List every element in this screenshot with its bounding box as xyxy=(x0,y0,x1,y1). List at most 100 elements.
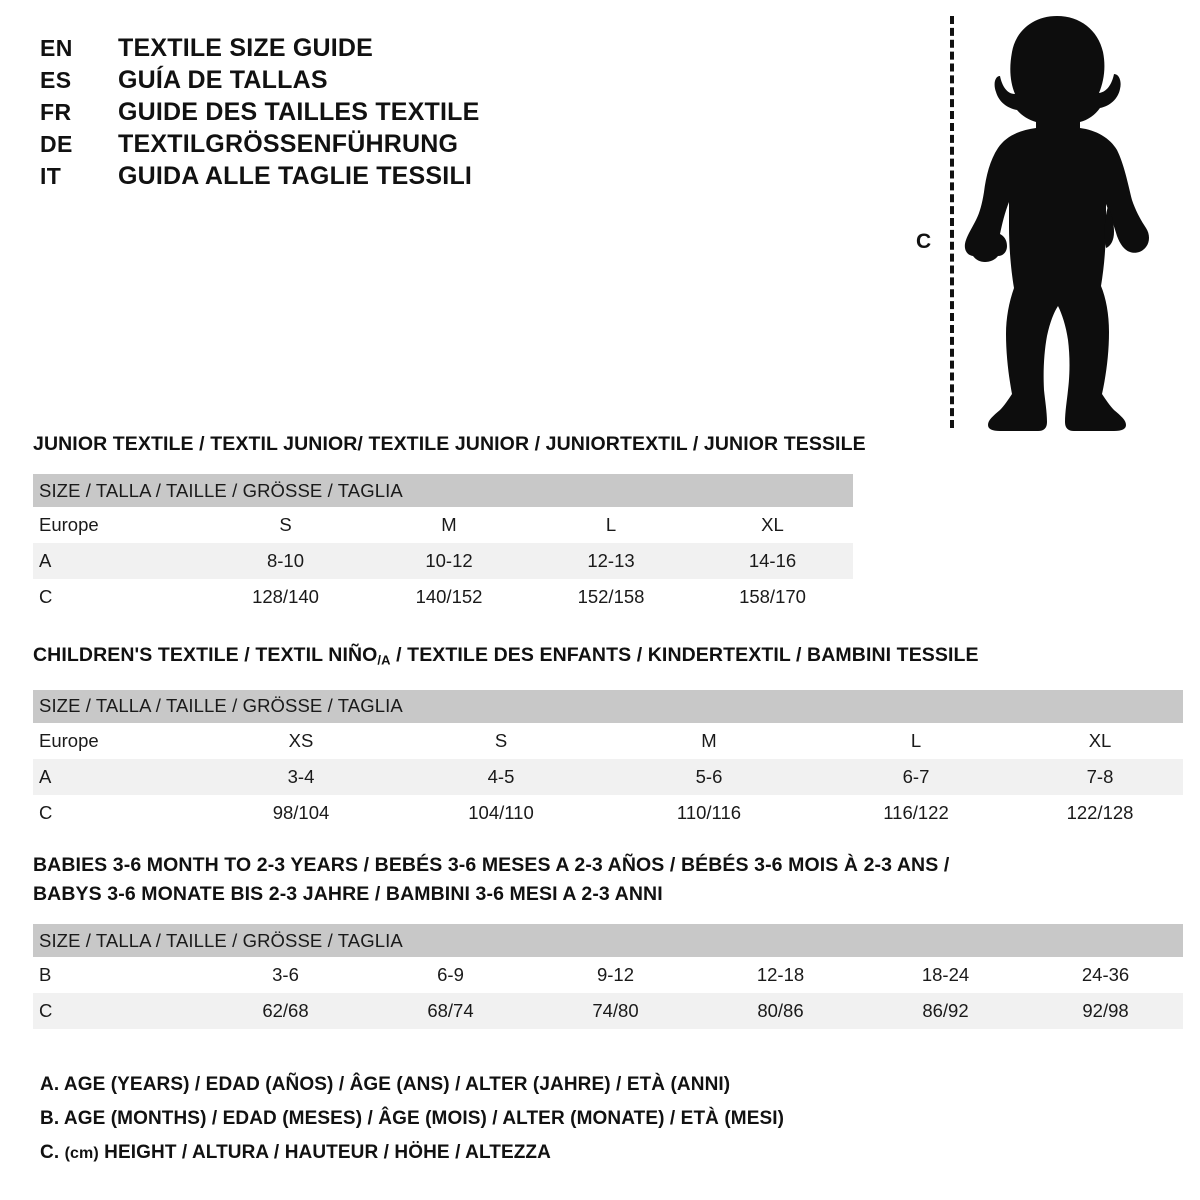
children-row-a-value-xl: 7-8 xyxy=(1017,758,1184,795)
section-title-babies-line1: BABIES 3-6 MONTH TO 2-3 YEARS / BEBÉS 3-… xyxy=(33,854,950,876)
children-row-c-label: C xyxy=(39,801,53,823)
babies-row-c-value-4: 80/86 xyxy=(698,993,863,1029)
children-column-l: L xyxy=(910,729,922,751)
children-size-table: SIZE / TALLA / TAILLE / GRÖSSE / TAGLIA … xyxy=(33,689,1184,831)
children-band-row: SIZE / TALLA / TAILLE / GRÖSSE / TAGLIA xyxy=(33,689,1184,723)
babies-band-label: SIZE / TALLA / TAILLE / GRÖSSE / TAGLIA xyxy=(33,924,1184,957)
language-code-en: EN xyxy=(40,35,73,61)
children-column-m: M xyxy=(701,729,717,751)
children-row-a-value-l: 6-7 xyxy=(815,758,1017,795)
children-column-s: S xyxy=(494,729,508,751)
junior-row-a-value-m: 10-12 xyxy=(368,543,530,579)
language-code-it: IT xyxy=(40,163,62,189)
toddler-silhouette-icon xyxy=(964,16,1149,431)
junior-row-a-value-l: 12-13 xyxy=(530,543,692,579)
junior-band-row: SIZE / TALLA / TAILLE / GRÖSSE / TAGLIA xyxy=(33,474,853,507)
language-row-es: ES GUÍA DE TALLAS xyxy=(40,66,600,98)
section-childrens-textile: CHILDREN'S TEXTILE / TEXTIL NIÑO/A / TEX… xyxy=(33,641,1184,831)
junior-row-a-value-xl: 14-16 xyxy=(692,543,853,579)
junior-row-c-value-m: 140/152 xyxy=(415,586,483,607)
legend-line-a: A. AGE (YEARS) / EDAD (AÑOS) / ÂGE (ANS)… xyxy=(40,1074,731,1095)
legend-line-b: B. AGE (MONTHS) / EDAD (MESES) / ÂGE (MO… xyxy=(40,1108,785,1129)
language-row-de: DE TEXTILGRÖSSENFÜHRUNG xyxy=(40,130,600,162)
section-title-babies-line2: BABYS 3-6 MONATE BIS 2-3 JAHRE / BAMBINI… xyxy=(33,883,663,905)
language-row-fr: FR GUIDE DES TAILLES TEXTILE xyxy=(40,98,600,130)
legend-line-c-post: HEIGHT / ALTURA / HAUTEUR / HÖHE / ALTEZ… xyxy=(98,1142,551,1163)
legend-line-c-pre: C. xyxy=(40,1142,65,1163)
children-row-c-value-xl: 122/128 xyxy=(1066,801,1134,823)
children-row-c: C 98/104 104/110 110/116 116/122 122/128 xyxy=(33,795,1183,831)
junior-row-c: C 128/140 140/152 152/158 158/170 xyxy=(33,579,853,615)
section-junior-textile: JUNIOR TEXTILE / TEXTIL JUNIOR/ TEXTILE … xyxy=(33,430,866,615)
guide-title-es: GUÍA DE TALLAS xyxy=(118,66,328,94)
babies-row-b-value-4: 12-18 xyxy=(756,964,805,985)
children-row-c-value-xs: 98/104 xyxy=(272,801,330,823)
junior-row-a-label: A xyxy=(33,543,203,579)
junior-size-table: SIZE / TALLA / TAILLE / GRÖSSE / TAGLIA … xyxy=(33,474,853,615)
children-band-label: SIZE / TALLA / TAILLE / GRÖSSE / TAGLIA xyxy=(33,689,1184,723)
section-title-junior: JUNIOR TEXTILE / TEXTIL JUNIOR/ TEXTILE … xyxy=(33,433,866,455)
babies-row-c: C 62/68 68/74 74/80 80/86 86/92 92/98 xyxy=(33,993,1184,1029)
measurement-legend: A. AGE (YEARS) / EDAD (AÑOS) / ÂGE (ANS)… xyxy=(40,1068,784,1171)
legend-line-c: C. (cm) HEIGHT / ALTURA / HAUTEUR / HÖHE… xyxy=(40,1136,784,1171)
language-code-es: ES xyxy=(40,67,72,93)
babies-row-c-label: C xyxy=(33,993,203,1029)
junior-column-s: S xyxy=(279,514,292,535)
guide-title-it: GUIDA ALLE TAGLIE TESSILI xyxy=(118,162,473,190)
children-row-c-value-l: 116/122 xyxy=(883,801,949,823)
babies-row-b-value-3: 9-12 xyxy=(596,964,635,985)
babies-row-c-value-1: 62/68 xyxy=(203,993,368,1029)
children-row-a: A 3-4 4-5 5-6 6-7 7-8 xyxy=(33,758,1184,795)
babies-row-c-value-3: 74/80 xyxy=(533,993,698,1029)
children-column-xs: XS xyxy=(288,729,314,751)
babies-size-table: SIZE / TALLA / TAILLE / GRÖSSE / TAGLIA … xyxy=(33,924,1184,1029)
junior-row-c-value-l: 152/158 xyxy=(577,586,645,607)
section-title-children-post: / TEXTILE DES ENFANTS / KINDERTEXTIL / B… xyxy=(390,644,979,666)
children-column-xl: XL xyxy=(1088,729,1112,751)
children-row-a-label: A xyxy=(33,758,203,795)
guide-title-de: TEXTILGRÖSSENFÜHRUNG xyxy=(118,130,459,158)
junior-row-a: A 8-10 10-12 12-13 14-16 xyxy=(33,543,853,579)
babies-row-b: B 3-6 6-9 9-12 12-18 18-24 24-36 xyxy=(33,957,1183,993)
junior-column-xl: XL xyxy=(761,514,784,535)
junior-column-header-row: Europe S M L XL xyxy=(33,507,853,543)
junior-row-c-label: C xyxy=(39,586,53,607)
babies-row-b-label: B xyxy=(39,964,52,985)
section-title-children-sub: /A xyxy=(377,652,391,668)
language-code-de: DE xyxy=(40,131,73,157)
babies-row-b-value-2: 6-9 xyxy=(437,964,464,985)
junior-row-c-value-xl: 158/170 xyxy=(739,586,806,607)
babies-row-b-value-1: 3-6 xyxy=(272,964,299,985)
babies-row-b-value-6: 24-36 xyxy=(1081,964,1130,985)
children-row-c-value-s: 104/110 xyxy=(468,801,534,823)
children-region-label: Europe xyxy=(39,729,99,751)
language-row-en: EN TEXTILE SIZE GUIDE xyxy=(40,34,600,66)
section-title-children: CHILDREN'S TEXTILE / TEXTIL NIÑO/A / TEX… xyxy=(33,641,1183,675)
babies-row-b-value-5: 18-24 xyxy=(921,964,970,985)
babies-band-row: SIZE / TALLA / TAILLE / GRÖSSE / TAGLIA xyxy=(33,924,1184,957)
height-measurement-figure: C xyxy=(900,12,1150,432)
junior-row-c-value-s: 128/140 xyxy=(252,586,319,607)
section-title-children-pre: CHILDREN'S TEXTILE / TEXTIL NIÑO xyxy=(33,644,378,666)
guide-title-en: TEXTILE SIZE GUIDE xyxy=(118,34,374,62)
junior-row-a-value-s: 8-10 xyxy=(203,543,368,579)
legend-line-c-unit: (cm) xyxy=(64,1145,99,1162)
children-column-header-row: Europe XS S M L XL xyxy=(33,723,1183,759)
babies-row-c-value-6: 92/98 xyxy=(1028,993,1184,1029)
height-dashed-line xyxy=(950,16,954,428)
language-code-fr: FR xyxy=(40,99,72,125)
junior-band-label: SIZE / TALLA / TAILLE / GRÖSSE / TAGLIA xyxy=(33,474,853,507)
babies-row-c-value-5: 86/92 xyxy=(863,993,1028,1029)
language-header-block: EN TEXTILE SIZE GUIDE ES GUÍA DE TALLAS … xyxy=(40,34,600,194)
junior-column-m: M xyxy=(441,514,457,535)
junior-region-label: Europe xyxy=(39,514,99,535)
children-row-a-value-xs: 3-4 xyxy=(203,758,399,795)
junior-column-l: L xyxy=(605,514,617,535)
height-axis-label-c: C xyxy=(916,230,932,253)
children-row-a-value-m: 5-6 xyxy=(603,758,815,795)
children-row-c-value-m: 110/116 xyxy=(676,801,742,823)
section-babies-textile: BABIES 3-6 MONTH TO 2-3 YEARS / BEBÉS 3-… xyxy=(33,851,1184,1029)
children-row-a-value-s: 4-5 xyxy=(399,758,603,795)
language-row-it: IT GUIDA ALLE TAGLIE TESSILI xyxy=(40,162,600,194)
babies-row-c-value-2: 68/74 xyxy=(368,993,533,1029)
